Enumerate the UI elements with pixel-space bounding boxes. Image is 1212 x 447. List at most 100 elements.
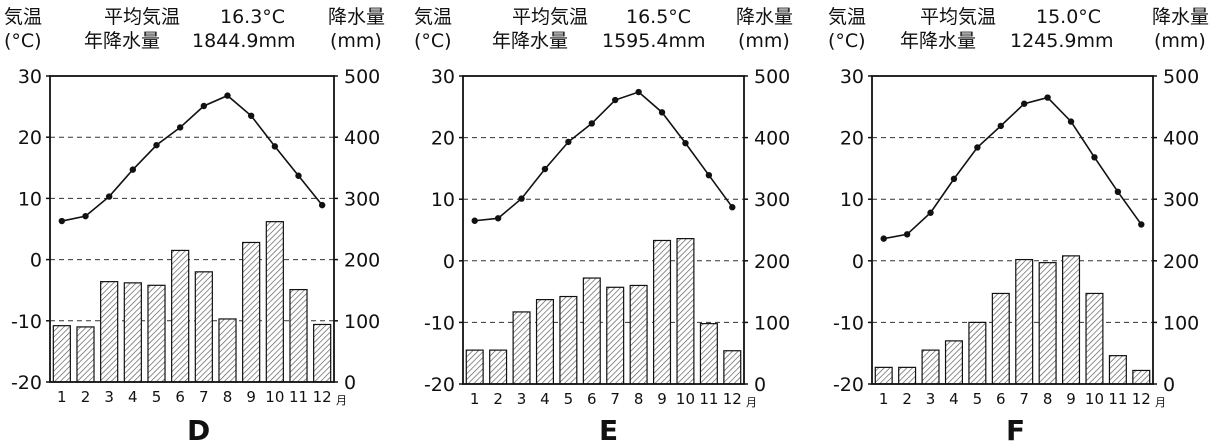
annual-precip-value: 1245.9mm	[1010, 30, 1114, 52]
avg-temp-value: 16.5°C	[626, 6, 692, 28]
temp-point-11	[1114, 188, 1122, 196]
temp-point-4	[129, 166, 137, 173]
left-tick-label: 20	[840, 128, 864, 150]
precip-bar-5	[559, 295, 578, 385]
precip-bar-1	[465, 349, 484, 385]
right-tick-label: 400	[344, 127, 380, 149]
temp-point-10	[271, 143, 279, 150]
month-label-5: 5	[973, 390, 983, 408]
month-label-12: 12	[1132, 390, 1151, 408]
precip-bar-11	[699, 323, 718, 385]
plot-frame	[462, 75, 745, 385]
temp-point-1	[880, 235, 887, 242]
month-unit-label: 月	[336, 394, 347, 407]
temp-point-4	[950, 175, 958, 183]
temp-point-8	[224, 92, 231, 99]
month-label-7: 7	[610, 390, 620, 408]
temp-point-9	[658, 109, 666, 116]
right-tick-label: 200	[754, 251, 790, 273]
precip-bar-6	[582, 277, 601, 385]
precip-bar-12	[723, 350, 742, 385]
temp-line	[61, 94, 323, 222]
left-tick-label: 20	[18, 127, 42, 149]
temp-point-7	[200, 102, 208, 110]
month-label-8: 8	[223, 388, 233, 406]
precip-bar-9	[1062, 255, 1081, 385]
right-tick-label: 100	[344, 311, 380, 333]
temp-point-8	[1044, 94, 1051, 101]
month-label-1: 1	[879, 390, 889, 408]
temp-point-12	[1138, 221, 1145, 228]
precip-bar-5	[147, 284, 166, 383]
temp-point-5	[153, 141, 160, 149]
precip-bar-6	[991, 292, 1010, 385]
right-tick-label: 500	[1163, 66, 1199, 88]
month-label-3: 3	[517, 390, 527, 408]
plot-frame	[49, 75, 335, 383]
left-axis-title-2: (°C)	[4, 30, 42, 52]
left-tick-label: 10	[840, 189, 864, 211]
precip-bar-5	[968, 321, 987, 385]
right-tick-label: 500	[754, 66, 790, 88]
left-tick-label: 10	[431, 189, 455, 211]
temp-point-9	[1067, 118, 1075, 125]
left-tick-label: 10	[18, 188, 42, 210]
precip-bar-8	[218, 318, 237, 383]
precip-bar-3	[512, 311, 531, 385]
left-axis-title-2: (°C)	[828, 30, 866, 52]
precip-bar-7	[606, 286, 625, 385]
month-label-11: 11	[289, 388, 308, 406]
temp-point-1	[471, 217, 478, 224]
right-tick-label: 0	[344, 372, 356, 394]
precip-bar-6	[171, 249, 190, 383]
temp-point-7	[1021, 100, 1028, 107]
temp-point-4	[541, 165, 549, 173]
temp-point-3	[105, 193, 113, 200]
temp-point-11	[295, 172, 302, 179]
month-label-12: 12	[313, 388, 332, 406]
avg-temp-label: 平均気温	[512, 6, 589, 28]
month-label-5: 5	[564, 390, 574, 408]
avg-temp-value: 16.3°C	[220, 6, 286, 28]
month-label-3: 3	[926, 390, 936, 408]
month-label-6: 6	[996, 390, 1006, 408]
precip-bar-10	[676, 238, 695, 385]
month-label-4: 4	[949, 390, 959, 408]
right-tick-label: 200	[1163, 251, 1199, 273]
month-label-11: 11	[1108, 390, 1127, 408]
annual-precip-value: 1595.4mm	[602, 30, 706, 52]
left-axis-title-1: 気温	[828, 6, 867, 28]
month-label-9: 9	[657, 390, 667, 408]
left-tick-label: 30	[18, 66, 42, 88]
temp-point-11	[705, 171, 713, 179]
annual-precip-label: 年降水量	[84, 30, 161, 52]
month-label-12: 12	[723, 390, 742, 408]
month-label-10: 10	[1085, 390, 1104, 408]
plot-frame	[871, 75, 1154, 385]
temp-point-1	[58, 217, 66, 225]
precip-bar-1	[874, 366, 893, 385]
avg-temp-label: 平均気温	[104, 6, 181, 28]
month-label-7: 7	[199, 388, 209, 406]
temp-point-2	[82, 212, 89, 220]
temp-point-12	[729, 204, 736, 211]
right-axis-title-1: 降水量	[1152, 6, 1210, 28]
temp-point-3	[927, 209, 934, 216]
right-tick-label: 300	[1163, 189, 1199, 211]
month-label-2: 2	[81, 388, 91, 406]
annual-precip-label: 年降水量	[900, 30, 977, 52]
station-label: E	[599, 414, 619, 447]
right-axis-title-2: (mm)	[330, 30, 382, 52]
left-tick-label: -20	[11, 372, 42, 394]
left-tick-label: -20	[424, 374, 455, 396]
month-label-10: 10	[265, 388, 284, 406]
right-tick-label: 0	[1163, 374, 1175, 396]
left-tick-label: 20	[431, 128, 455, 150]
annual-precip-label: 年降水量	[492, 30, 569, 52]
precip-bar-12	[1132, 369, 1151, 385]
precip-bar-10	[265, 221, 284, 383]
climate-chart-e: 30 20 10 0 -10 -20 500 400 300 200 100 0 1 2 3 4 5 6 7 8 9 10…	[410, 0, 814, 447]
